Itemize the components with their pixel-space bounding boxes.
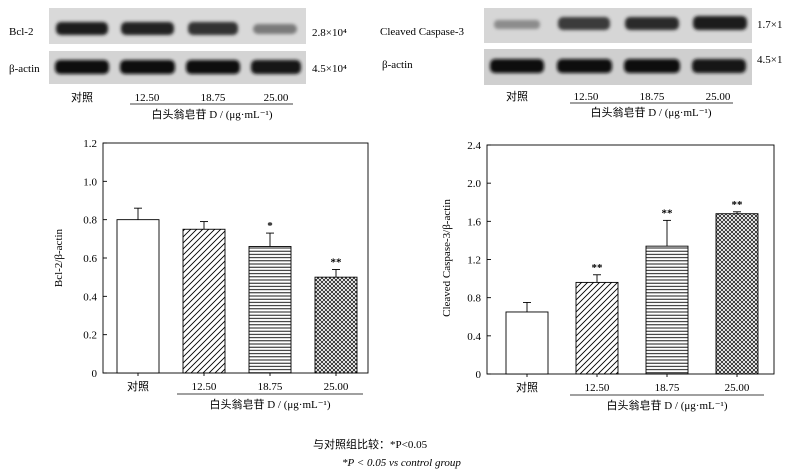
band-casp-1 [494,20,540,29]
x-tick-label: 25.00 [324,381,349,393]
blot-lane-label: 18.75 [201,92,226,104]
bar-chart-caspase3: 0 0.4 0.8 1.2 1.6 2.0 2.4 Cleaved Caspase-3/β-a… [441,140,775,412]
x-tick-label: 25.00 [725,382,750,394]
y-tick-label: 1.6 [467,216,481,228]
blot-panel-caspase3: Cleaved Caspase-3 β-actin 1.7×1 4.5×1 对照… [380,8,782,119]
bar [505,311,549,375]
band-casp-3 [625,17,679,30]
band-actin-1 [55,60,109,74]
y-tick-label: 0.8 [467,293,481,305]
blot-lane-label: 25.00 [264,92,289,104]
x-tick-label: 12.50 [585,382,610,394]
band-bcl2-2 [121,22,174,35]
blot-lane-label: 25.00 [706,91,731,103]
x-axis-label: 白头翁皂苷 D / (μg·mL⁻¹) [209,397,330,411]
x-tick-label: 18.75 [655,382,680,394]
x-tick-label: 12.50 [192,381,217,393]
y-tick-label: 2.0 [467,178,481,190]
y-tick-label: 0.4 [83,291,97,303]
bar [116,219,160,374]
significance-marker: * [267,220,273,232]
band-bcl2-4 [253,24,297,34]
bar [645,245,689,375]
y-tick-label: 0.2 [83,330,97,342]
blot-lane-label: 12.50 [135,92,160,104]
band-actin-4 [251,60,301,74]
bar [314,276,358,374]
band-bcl2-3 [188,22,238,35]
band-casp-4 [693,16,747,30]
blot-row-label-caspase3: Cleaved Caspase-3 [380,26,464,38]
significance-marker: ** [592,262,604,274]
y-tick-label: 0 [476,369,482,381]
x-tick-label: 对照 [516,380,538,394]
band-actin2-4 [692,59,746,73]
blot-lane-label: 18.75 [640,91,665,103]
band-bcl2-1 [56,22,108,35]
x-tick-label: 对照 [127,379,149,393]
bar [182,228,226,374]
significance-marker: ** [331,257,343,269]
band-casp-2 [558,17,610,30]
y-axis-label: Cleaved Caspase-3/β-actin [441,199,453,317]
bar [575,281,619,375]
blot-row-label-actin: β-actin [9,63,40,75]
band-actin2-1 [490,59,544,73]
band-actin-2 [120,60,175,74]
blot-row-label-actin: β-actin [382,59,413,71]
y-tick-label: 1.2 [467,255,481,267]
y-tick-label: 1.2 [83,138,97,150]
blot-row-label-bcl2: Bcl-2 [9,26,33,38]
blot-lane-label: 12.50 [574,91,599,103]
footnote-en: *P < 0.05 vs control group [342,457,461,469]
blot-lane-label: 对照 [71,90,93,104]
y-tick-label: 0 [92,368,98,380]
band-actin2-2 [557,59,612,73]
blot-panel-bcl2: Bcl-2 β-actin 2.8×10⁴ 4.5×10⁴ 对照 12.50 1… [9,8,347,121]
blot-axis-label: 白头翁皂苷 D / (μg·mL⁻¹) [590,105,711,119]
y-tick-label: 0.8 [83,215,97,227]
blot-lane-label: 对照 [506,89,528,103]
y-tick-label: 0.4 [467,331,481,343]
footnote-cn: 与对照组比较：*P<0.05 [313,437,428,451]
y-tick-label: 0.6 [83,253,97,265]
bar-chart-bcl2: 0 0.2 0.4 0.6 0.8 1.0 1.2 Bcl-2/β-actin 对照 12.50 *… [53,138,369,411]
band-actin-3 [186,60,240,74]
blot-mw-actin2: 4.5×1 [757,54,782,66]
x-tick-label: 18.75 [258,381,283,393]
blot-mw-bcl2: 2.8×10⁴ [312,27,347,39]
band-actin2-3 [624,59,680,73]
blot-mw-caspase3: 1.7×1 [757,19,782,31]
x-axis-label: 白头翁皂苷 D / (μg·mL⁻¹) [606,398,727,412]
significance-marker: ** [732,199,744,211]
y-axis-label: Bcl-2/β-actin [53,228,65,287]
y-tick-label: 1.0 [83,176,97,188]
blot-axis-label: 白头翁皂苷 D / (μg·mL⁻¹) [151,107,272,121]
y-tick-label: 2.4 [467,140,481,152]
bar [715,213,759,375]
significance-marker: ** [662,207,674,219]
bar [248,246,292,374]
blot-mw-actin: 4.5×10⁴ [312,63,347,75]
